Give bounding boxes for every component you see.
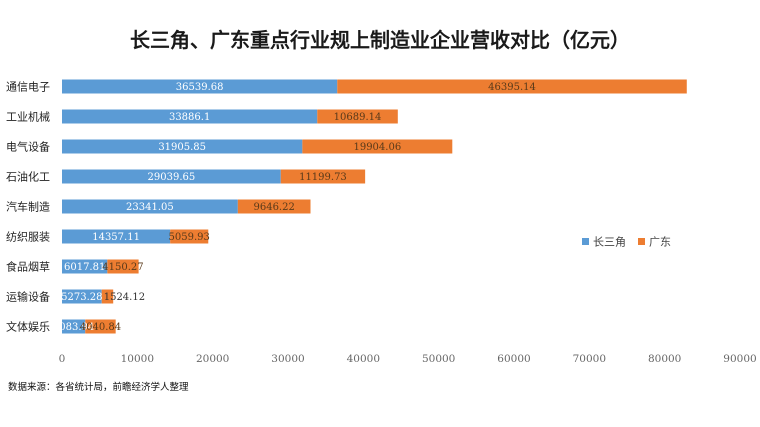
bar-长三角-运输设备 bbox=[62, 289, 102, 304]
bar-广东-文体娱乐 bbox=[85, 319, 116, 334]
data-label-广东-食品烟草: 4150.27 bbox=[102, 262, 143, 273]
x-tick-60000: 60000 bbox=[497, 353, 530, 365]
bars-layer: 36539.68 46395.14 33886.1 10689.14 31905.85 1… bbox=[53, 79, 687, 334]
category-label-工业机械: 工业机械 bbox=[6, 110, 50, 124]
category-label-汽车制造: 汽车制造 bbox=[6, 200, 50, 214]
x-tick-80000: 80000 bbox=[648, 353, 681, 365]
data-label-广东-通信电子: 46395.14 bbox=[488, 82, 536, 93]
category-label-运输设备: 运输设备 bbox=[6, 290, 50, 304]
x-tick-0: 0 bbox=[59, 353, 66, 365]
x-axis-ticks: 0 10000 20000 30000 40000 50000 60000 70000 8000… bbox=[59, 353, 757, 365]
bar-长三角-食品烟草 bbox=[62, 259, 108, 274]
legend: 长三角 广东 bbox=[582, 236, 671, 249]
x-tick-70000: 70000 bbox=[573, 353, 606, 365]
data-label-长三角-文体娱乐: 3083.94 bbox=[53, 322, 94, 333]
x-tick-50000: 50000 bbox=[422, 353, 455, 365]
bar-长三角-电气设备 bbox=[62, 139, 303, 154]
bar-广东-汽车制造 bbox=[237, 199, 311, 214]
bar-长三角-文体娱乐 bbox=[62, 319, 86, 334]
bar-长三角-石油化工 bbox=[62, 169, 281, 184]
bar-长三角-工业机械 bbox=[62, 109, 318, 124]
data-label-广东-石油化工: 11199.73 bbox=[299, 172, 347, 183]
data-label-广东-纺织服装: 5059.93 bbox=[169, 232, 210, 243]
bar-广东-通信电子 bbox=[337, 79, 687, 94]
bar-长三角-纺织服装 bbox=[62, 229, 171, 244]
x-tick-40000: 40000 bbox=[347, 353, 380, 365]
bar-广东-食品烟草 bbox=[107, 259, 139, 274]
source-note: 数据来源：各省统计局，前瞻经济学人整理 bbox=[8, 381, 189, 393]
data-label-长三角-电气设备: 31905.85 bbox=[158, 142, 206, 153]
legend-label-广东: 广东 bbox=[649, 236, 671, 249]
category-label-石油化工: 石油化工 bbox=[6, 170, 50, 184]
bar-广东-石油化工 bbox=[280, 169, 366, 184]
legend-label-长三角: 长三角 bbox=[593, 236, 626, 249]
bar-广东-电气设备 bbox=[302, 139, 453, 154]
category-label-通信电子: 通信电子 bbox=[6, 81, 50, 94]
data-label-长三角-汽车制造: 23341.05 bbox=[126, 202, 174, 213]
data-label-广东-汽车制造: 9646.22 bbox=[253, 202, 294, 213]
bar-广东-运输设备 bbox=[101, 289, 114, 304]
legend-swatch-广东 bbox=[638, 238, 645, 245]
bar-长三角-汽车制造 bbox=[62, 199, 238, 214]
x-tick-20000: 20000 bbox=[196, 353, 229, 365]
legend-swatch-长三角 bbox=[582, 238, 589, 245]
data-label-长三角-工业机械: 33886.1 bbox=[169, 112, 210, 123]
data-label-广东-运输设备: 1524.12 bbox=[104, 292, 145, 303]
data-label-长三角-石油化工: 29039.65 bbox=[148, 172, 196, 183]
data-label-广东-电气设备: 19904.06 bbox=[353, 142, 401, 153]
x-tick-90000: 90000 bbox=[723, 353, 756, 365]
data-label-长三角-食品烟草: 6017.81 bbox=[64, 262, 105, 273]
data-label-长三角-纺织服装: 14357.11 bbox=[92, 232, 140, 243]
data-label-长三角-运输设备: 5273.28 bbox=[61, 292, 102, 303]
category-label-电气设备: 电气设备 bbox=[6, 140, 50, 154]
bar-长三角-通信电子 bbox=[62, 79, 338, 94]
data-label-长三角-通信电子: 36539.68 bbox=[176, 82, 224, 93]
data-label-广东-文体娱乐: 4040.84 bbox=[80, 322, 121, 333]
category-label-食品烟草: 食品烟草 bbox=[6, 260, 50, 274]
bar-广东-工业机械 bbox=[317, 109, 398, 124]
category-label-纺织服装: 纺织服装 bbox=[6, 230, 50, 244]
data-label-广东-工业机械: 10689.14 bbox=[334, 112, 382, 123]
category-label-文体娱乐: 文体娱乐 bbox=[6, 320, 50, 334]
x-tick-10000: 10000 bbox=[121, 353, 154, 365]
chart-title: 长三角、广东重点行业规上制造业企业营收对比（亿元） bbox=[130, 28, 630, 52]
bar-广东-纺织服装 bbox=[170, 229, 209, 244]
x-tick-30000: 30000 bbox=[271, 353, 304, 365]
